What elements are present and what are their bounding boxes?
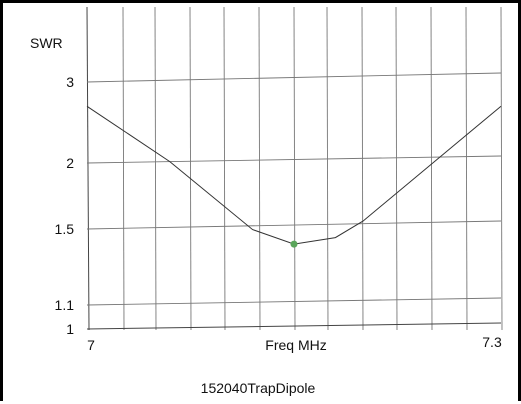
h-grid-line [86, 155, 502, 164]
y-tick-label: 1 [66, 321, 74, 337]
v-grid-line [189, 6, 192, 331]
v-grid-line [465, 6, 468, 331]
x-tick-label-start: 7 [87, 337, 95, 353]
v-grid-line [258, 6, 261, 331]
h-grid-line [86, 220, 502, 230]
v-grid-line [223, 6, 226, 331]
h-grid-line [86, 72, 502, 83]
chart-caption: 152040TrapDipole [201, 380, 316, 396]
h-grid-line [86, 322, 502, 330]
v-grid-line [395, 6, 398, 331]
v-grid-line [326, 6, 329, 331]
v-grid-line [361, 6, 364, 331]
v-grid-line [293, 6, 296, 331]
v-grid-line [86, 6, 90, 331]
horizontal-grid [86, 72, 502, 330]
vertical-grid [86, 6, 503, 331]
v-grid-line [430, 6, 433, 331]
v-grid-line [122, 6, 125, 331]
x-axis-label: Freq MHz [265, 337, 326, 353]
y-tick-label: 1.5 [55, 221, 75, 237]
x-tick-label-end: 7.3 [482, 334, 502, 350]
y-axis-label: SWR [30, 35, 63, 51]
y-tick-labels: 3 2 1.5 1.1 1 [55, 74, 75, 337]
y-tick-label: 2 [66, 155, 74, 171]
v-grid-line [500, 6, 503, 331]
y-tick-label: 1.1 [55, 297, 75, 313]
v-grid-line [154, 6, 157, 331]
h-grid-line [86, 297, 502, 306]
y-tick-label: 3 [66, 74, 74, 90]
min-swr-marker [290, 240, 298, 248]
